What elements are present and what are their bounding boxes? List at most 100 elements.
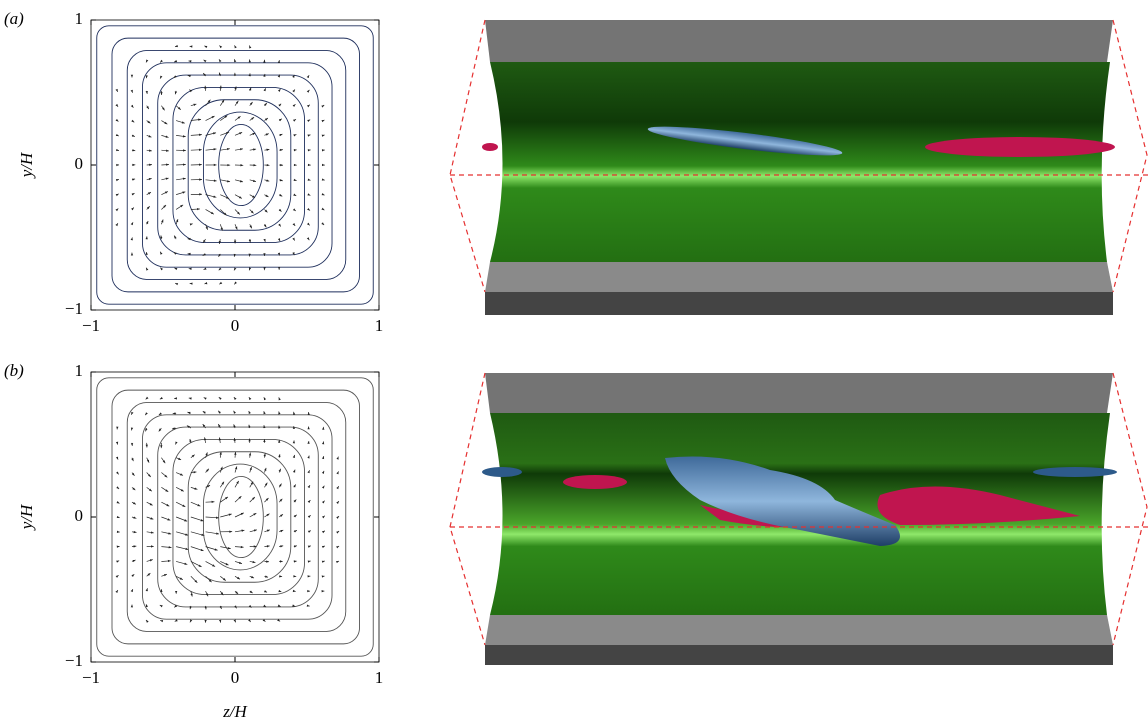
arrow-head xyxy=(187,237,191,241)
x-tick-label: 0 xyxy=(231,668,240,687)
arrow-head xyxy=(202,411,206,414)
arrow-head xyxy=(266,529,270,532)
arrow-head xyxy=(307,470,310,474)
arrow-head xyxy=(277,238,281,242)
arrow-head xyxy=(280,163,284,167)
arrow-head xyxy=(131,119,135,123)
arrow-head xyxy=(174,91,178,95)
arrow-head xyxy=(307,515,311,518)
arrow-head xyxy=(202,424,206,428)
arrow-head xyxy=(179,577,183,580)
arrow-head xyxy=(336,516,340,519)
arrow-head xyxy=(115,208,119,212)
streamline xyxy=(111,389,360,645)
arrow-head xyxy=(277,88,281,92)
arrow-head xyxy=(228,513,232,516)
frame-lines xyxy=(449,19,1148,293)
arrow-head xyxy=(150,517,154,520)
arrow-head xyxy=(218,437,222,441)
arrow-head xyxy=(130,443,134,446)
arrow-head xyxy=(116,471,119,475)
arrow-head xyxy=(116,501,120,504)
arrow-head xyxy=(234,86,237,90)
arrow-head xyxy=(321,163,325,167)
arrow-head xyxy=(175,219,179,223)
arrow-head xyxy=(160,235,163,239)
arrow-head xyxy=(174,267,178,271)
arrow-head xyxy=(219,451,222,455)
streamline xyxy=(202,463,278,571)
arrow-head xyxy=(173,75,177,78)
arrow-head xyxy=(277,60,281,63)
arrow-head xyxy=(185,533,189,536)
vortex-blob xyxy=(877,486,1080,525)
arrow-head xyxy=(234,281,237,285)
arrow-head xyxy=(147,120,151,124)
arrow-head xyxy=(183,149,186,152)
arrow-head xyxy=(292,426,296,429)
streamline xyxy=(218,475,264,559)
arrow-head xyxy=(220,592,224,596)
arrow-head xyxy=(213,163,217,167)
arrow-head xyxy=(131,411,134,415)
arrow-head xyxy=(180,488,184,492)
arrow-head xyxy=(234,466,238,470)
vortex-blob xyxy=(482,467,522,477)
arrow-head xyxy=(225,562,229,566)
arrow-head xyxy=(146,206,150,210)
arrow-head xyxy=(116,163,120,167)
arrow-head xyxy=(227,163,231,167)
arrow-head xyxy=(174,604,178,608)
arrow-head xyxy=(204,606,207,610)
arrow-head xyxy=(263,238,266,242)
y-tick-label: 0 xyxy=(75,154,84,173)
arrow-head xyxy=(292,74,295,78)
arrow-head xyxy=(279,133,283,137)
arrow-head xyxy=(264,118,268,121)
arrow-head xyxy=(321,590,325,593)
x-tick-label: 1 xyxy=(375,668,384,687)
streamline xyxy=(111,37,360,293)
arrow-head xyxy=(148,135,152,138)
arrow-head xyxy=(280,148,283,152)
streamline xyxy=(142,62,333,268)
arrow-head xyxy=(203,239,206,243)
arrow-head xyxy=(252,195,256,198)
arrow-head xyxy=(160,267,164,271)
arrow-head xyxy=(181,121,185,124)
arrow-head xyxy=(240,512,244,516)
arrow-head xyxy=(189,223,193,226)
vortex-blob xyxy=(482,143,498,151)
arrow-head xyxy=(321,545,325,549)
arrow-head xyxy=(174,59,178,63)
arrow-head xyxy=(293,575,297,578)
arrow-head xyxy=(306,604,310,607)
arrow-head xyxy=(293,119,296,122)
arrow-head xyxy=(307,560,311,563)
quiver-plot xyxy=(96,25,374,305)
arrow-head xyxy=(307,412,310,415)
arrow-head xyxy=(199,178,203,181)
arrow-head xyxy=(130,89,133,93)
arrow-head xyxy=(263,439,266,442)
arrow-head xyxy=(253,545,257,548)
arrow-head xyxy=(221,481,225,485)
frame-lines xyxy=(449,372,1148,646)
arrow-head xyxy=(279,498,283,502)
arrow-head xyxy=(208,579,212,583)
arrow-head xyxy=(263,425,266,429)
arrow-head xyxy=(336,471,339,475)
x-tick-label: −1 xyxy=(82,316,100,335)
arrow-head xyxy=(293,193,297,196)
arrow-head xyxy=(251,117,255,120)
arrow-head xyxy=(248,59,251,63)
arrow-head xyxy=(264,482,268,486)
arrow-head xyxy=(197,504,201,507)
arrow-head xyxy=(180,204,184,208)
arrow-head xyxy=(203,59,207,63)
arrow-head xyxy=(307,441,310,444)
arrow-head xyxy=(159,396,163,400)
arrow-head xyxy=(148,178,152,181)
arrow-head xyxy=(220,227,223,231)
streamline xyxy=(157,426,319,608)
